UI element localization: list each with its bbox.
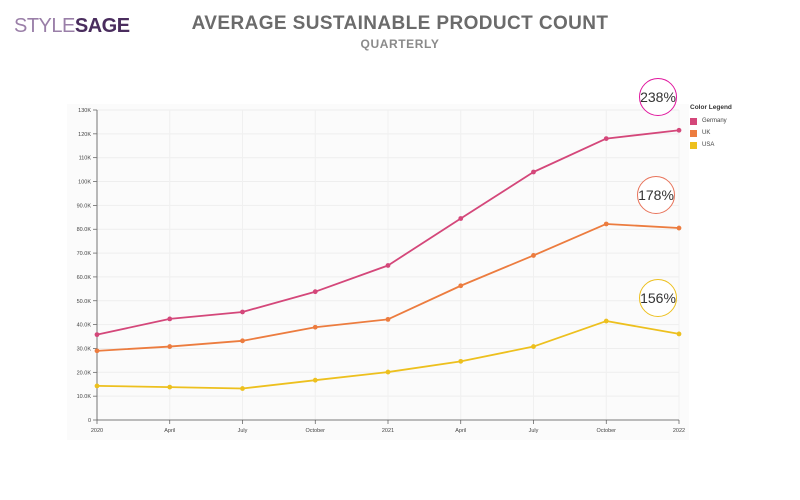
y-tick-label: 100K <box>78 180 91 186</box>
x-tick-label: October <box>596 428 616 434</box>
legend-item-uk: UK <box>690 127 732 139</box>
data-point-usa <box>531 344 536 349</box>
x-tick-label: 2022 <box>673 428 685 434</box>
data-point-usa <box>312 377 318 383</box>
data-point-uk <box>676 225 682 231</box>
y-tick-label: 60.0K <box>77 275 92 281</box>
logo-part-style: STYLE <box>14 15 75 37</box>
growth-badge-uk: 178% <box>637 176 675 214</box>
y-tick-label: 70.0K <box>77 251 92 257</box>
chart-title: AVERAGE SUSTAINABLE PRODUCT COUNT <box>191 13 609 34</box>
data-point-uk <box>603 221 609 227</box>
data-point-usa <box>94 383 100 389</box>
y-tick-label: 130K <box>78 108 91 114</box>
legend-label-uk: UK <box>702 130 711 136</box>
y-tick-label: 90.0K <box>77 203 92 209</box>
data-point-germany <box>385 263 391 268</box>
y-tick-label: 80.0K <box>77 227 92 233</box>
legend-swatch-usa <box>690 141 697 149</box>
legend-swatch-germany <box>690 117 697 125</box>
chart-legend: Color Legend Germany UK USA <box>690 104 732 151</box>
data-point-uk <box>240 338 245 344</box>
data-point-usa <box>603 318 609 324</box>
data-point-uk <box>94 348 100 354</box>
x-tick-label: April <box>455 428 466 434</box>
data-point-germany <box>312 289 318 295</box>
legend-title: Color Legend <box>690 104 732 111</box>
data-point-uk <box>312 324 318 330</box>
data-point-usa <box>240 386 245 391</box>
legend-item-usa: USA <box>690 139 732 151</box>
brand-logo: STYLESAGE <box>14 14 130 38</box>
data-point-germany <box>531 169 536 175</box>
legend-label-usa: USA <box>702 142 715 148</box>
y-tick-label: 20.0K <box>77 370 92 376</box>
x-tick-label: October <box>305 428 325 434</box>
data-point-germany <box>676 127 682 133</box>
data-point-usa <box>167 384 173 390</box>
y-tick-label: 0 <box>88 418 91 424</box>
x-tick-label: July <box>238 428 248 434</box>
data-point-germany <box>240 309 245 315</box>
data-point-usa <box>458 358 464 364</box>
y-tick-label: 30.0K <box>77 346 92 352</box>
data-point-germany <box>603 136 609 142</box>
data-point-uk <box>458 283 464 289</box>
plot-area <box>67 104 689 440</box>
data-point-uk <box>385 316 391 322</box>
logo-part-sage: SAGE <box>74 15 130 37</box>
data-point-germany <box>94 332 100 338</box>
x-tick-label: July <box>529 428 539 434</box>
data-point-usa <box>676 331 682 337</box>
growth-badge-usa: 156% <box>639 279 677 317</box>
data-point-uk <box>167 344 173 349</box>
x-tick-label: 2021 <box>382 428 394 434</box>
data-point-uk <box>531 253 536 258</box>
legend-swatch-uk <box>690 129 697 137</box>
legend-item-germany: Germany <box>690 115 732 127</box>
y-tick-label: 40.0K <box>77 323 92 329</box>
data-point-germany <box>167 316 173 322</box>
growth-badge-germany: 238% <box>639 78 677 116</box>
data-point-germany <box>458 216 464 221</box>
x-tick-label: April <box>164 428 175 434</box>
y-tick-label: 120K <box>78 132 91 138</box>
chart-subtitle: QUARTERLY <box>360 37 440 51</box>
legend-label-germany: Germany <box>702 118 727 124</box>
data-point-usa <box>385 369 391 375</box>
y-tick-label: 50.0K <box>77 299 92 305</box>
x-tick-label: 2020 <box>91 428 103 434</box>
y-tick-label: 10.0K <box>77 394 92 400</box>
y-tick-label: 110K <box>79 156 92 162</box>
